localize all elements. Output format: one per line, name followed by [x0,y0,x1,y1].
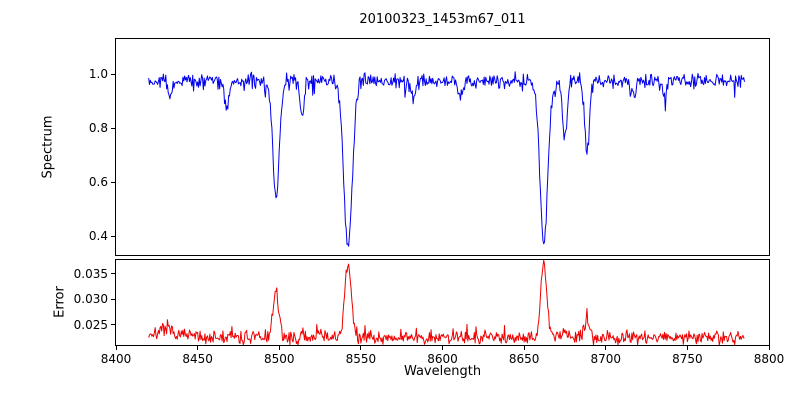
spectrum-line-svg [148,71,746,247]
x-tick-mark [360,346,362,350]
spectrum-plot-area [115,38,770,256]
x-tick-mark [686,346,688,350]
x-tick-mark [768,346,770,350]
y-axis-label-spectrum: Spectrum [40,115,56,179]
x-tick-mark [523,346,525,350]
x-tick-mark [278,346,280,350]
error-line-svg [148,260,745,345]
x-tick-mark [442,346,443,350]
error-y-tick-label: 0.025 [73,317,108,332]
chart-title: 20100323_1453m67_011 [359,12,526,27]
spectrum-line [148,71,746,247]
spectrum-y-tick-label: 0.4 [88,229,108,244]
error-plot-area [115,259,770,346]
x-tick-mark [605,346,607,350]
spectrum-y-tick-label: 1.0 [88,67,108,82]
error-line [148,260,745,345]
x-tick-mark [115,346,117,350]
y-axis-label-error: Error [52,286,68,318]
x-axis-label: Wavelength [403,364,482,379]
error-y-tick-label: 0.035 [73,266,108,281]
x-tick-mark [197,346,199,350]
